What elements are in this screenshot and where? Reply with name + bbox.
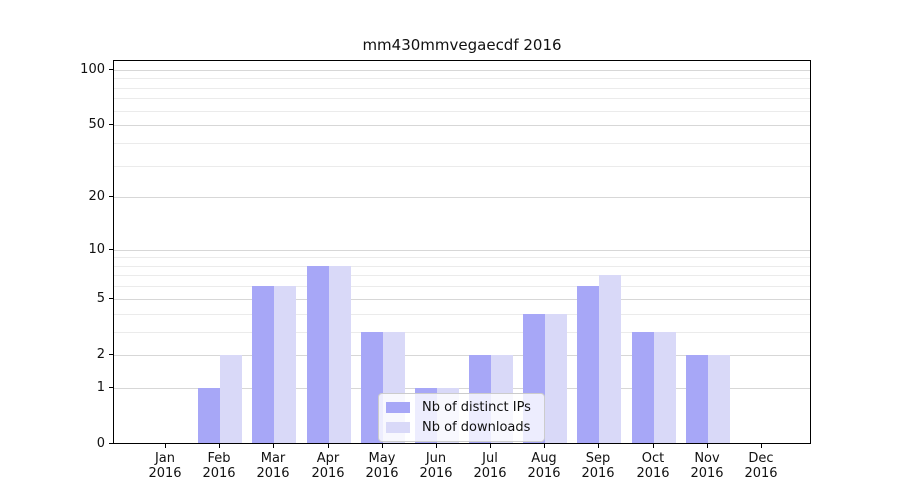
y-axis-tickmark (109, 69, 113, 70)
bar-downloads (274, 286, 296, 443)
x-axis-tick-label: Jan 2016 (148, 451, 182, 481)
x-axis-tick-label: May 2016 (365, 451, 399, 481)
bar-downloads (599, 275, 621, 443)
y-gridline-minor (114, 275, 810, 276)
y-gridline-minor (114, 166, 810, 167)
x-axis-tickmark (436, 444, 437, 448)
y-axis-tickmark (109, 354, 113, 355)
y-gridline-major (114, 250, 810, 251)
x-axis-tick-label: Feb 2016 (202, 451, 236, 481)
x-axis-tick-label: Sep 2016 (581, 451, 615, 481)
x-axis-tick-label: Oct 2016 (636, 451, 670, 481)
legend-label-distinct-ips: Nb of distinct IPs (422, 400, 531, 415)
y-axis-tick-label: 100 (80, 62, 105, 77)
legend: Nb of distinct IPs Nb of downloads (378, 393, 545, 442)
x-axis-tickmark (328, 444, 329, 448)
y-axis-tickmark (109, 196, 113, 197)
bar-distinct-ips (252, 286, 274, 443)
x-axis-tickmark (165, 444, 166, 448)
y-axis-tickmark (109, 124, 113, 125)
y-axis-tick-label: 20 (88, 189, 105, 204)
y-gridline-minor (114, 78, 810, 79)
plot-area (113, 60, 811, 444)
bar-distinct-ips (198, 388, 220, 443)
legend-item-downloads: Nb of downloads (386, 419, 536, 436)
y-gridline-minor (114, 88, 810, 89)
x-axis-tickmark (273, 444, 274, 448)
y-gridline-minor (114, 332, 810, 333)
y-axis-tickmark (109, 249, 113, 250)
y-axis-tickmark (109, 387, 113, 388)
x-axis-tick-label: Dec 2016 (744, 451, 778, 481)
y-gridline-minor (114, 143, 810, 144)
y-gridline-minor (114, 314, 810, 315)
x-axis-tickmark (653, 444, 654, 448)
x-axis-tickmark (382, 444, 383, 448)
chart-title: mm430mmvegaecdf 2016 (362, 36, 562, 54)
y-gridline-major (114, 388, 810, 389)
y-gridline-major (114, 125, 810, 126)
y-gridline-minor (114, 266, 810, 267)
y-gridline-major (114, 299, 810, 300)
x-axis-tick-label: Mar 2016 (256, 451, 290, 481)
x-axis-tickmark (761, 444, 762, 448)
y-gridline-minor (114, 257, 810, 258)
bar-downloads (708, 355, 730, 443)
x-axis-tick-label: Aug 2016 (527, 451, 561, 481)
bar-distinct-ips (632, 332, 654, 443)
legend-swatch-distinct-ips-icon (386, 402, 410, 413)
legend-item-distinct-ips: Nb of distinct IPs (386, 399, 536, 416)
bar-distinct-ips (361, 332, 383, 443)
y-axis-tickmark (109, 443, 113, 444)
y-axis-tick-label: 0 (96, 436, 105, 451)
y-axis-tickmark (109, 298, 113, 299)
x-axis-tickmark (219, 444, 220, 448)
y-gridline-major (114, 70, 810, 71)
y-axis-tick-label: 50 (88, 117, 105, 132)
x-axis-tickmark (490, 444, 491, 448)
bar-distinct-ips (307, 266, 329, 443)
y-gridline-minor (114, 98, 810, 99)
x-axis-tickmark (598, 444, 599, 448)
y-gridline-major (114, 197, 810, 198)
bar-downloads (220, 355, 242, 443)
x-axis-tickmark (544, 444, 545, 448)
x-axis-tick-label: Jul 2016 (473, 451, 507, 481)
y-axis-tick-label: 2 (96, 347, 105, 362)
x-axis-tick-label: Jun 2016 (419, 451, 453, 481)
bar-downloads (329, 266, 351, 443)
y-gridline-major (114, 355, 810, 356)
y-gridline-minor (114, 111, 810, 112)
y-axis-tick-label: 1 (96, 380, 105, 395)
bar-distinct-ips (577, 286, 599, 443)
bar-downloads (545, 314, 567, 443)
y-axis-tick-label: 5 (96, 291, 105, 306)
bar-downloads (654, 332, 676, 443)
legend-label-downloads: Nb of downloads (422, 420, 531, 435)
y-gridline-minor (114, 286, 810, 287)
x-axis-tick-label: Nov 2016 (690, 451, 724, 481)
x-axis-tick-label: Apr 2016 (311, 451, 345, 481)
bar-distinct-ips (686, 355, 708, 443)
x-axis-tickmark (707, 444, 708, 448)
y-axis-tick-label: 10 (88, 242, 105, 257)
legend-swatch-downloads-icon (386, 422, 410, 433)
